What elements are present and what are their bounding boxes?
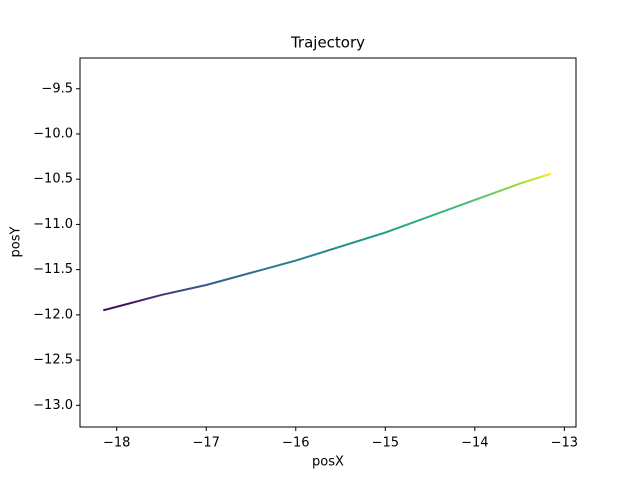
trajectory-line <box>103 172 552 312</box>
y-tick-label: −12.0 <box>33 307 73 322</box>
y-tick-label: −12.5 <box>33 353 73 368</box>
x-tick-label: −16 <box>282 436 309 451</box>
y-axis-label: posY <box>9 226 24 257</box>
y-tick-label: −11.5 <box>33 262 73 277</box>
y-tick-label: −10.5 <box>33 172 73 187</box>
x-axis-label: posX <box>312 455 344 470</box>
x-tick-label: −14 <box>461 436 488 451</box>
x-tick-label: −15 <box>372 436 399 451</box>
x-tick-label: −17 <box>193 436 220 451</box>
x-tick-label: −18 <box>103 436 130 451</box>
y-tick-label: −13.0 <box>33 398 73 413</box>
y-tick-label: −10.0 <box>33 126 73 141</box>
chart-title: Trajectory <box>290 34 365 52</box>
y-tick-label: −9.5 <box>41 81 73 96</box>
plot-frame <box>79 57 577 428</box>
x-tick-label: −13 <box>551 436 578 451</box>
y-tick-label: −11.0 <box>33 217 73 232</box>
